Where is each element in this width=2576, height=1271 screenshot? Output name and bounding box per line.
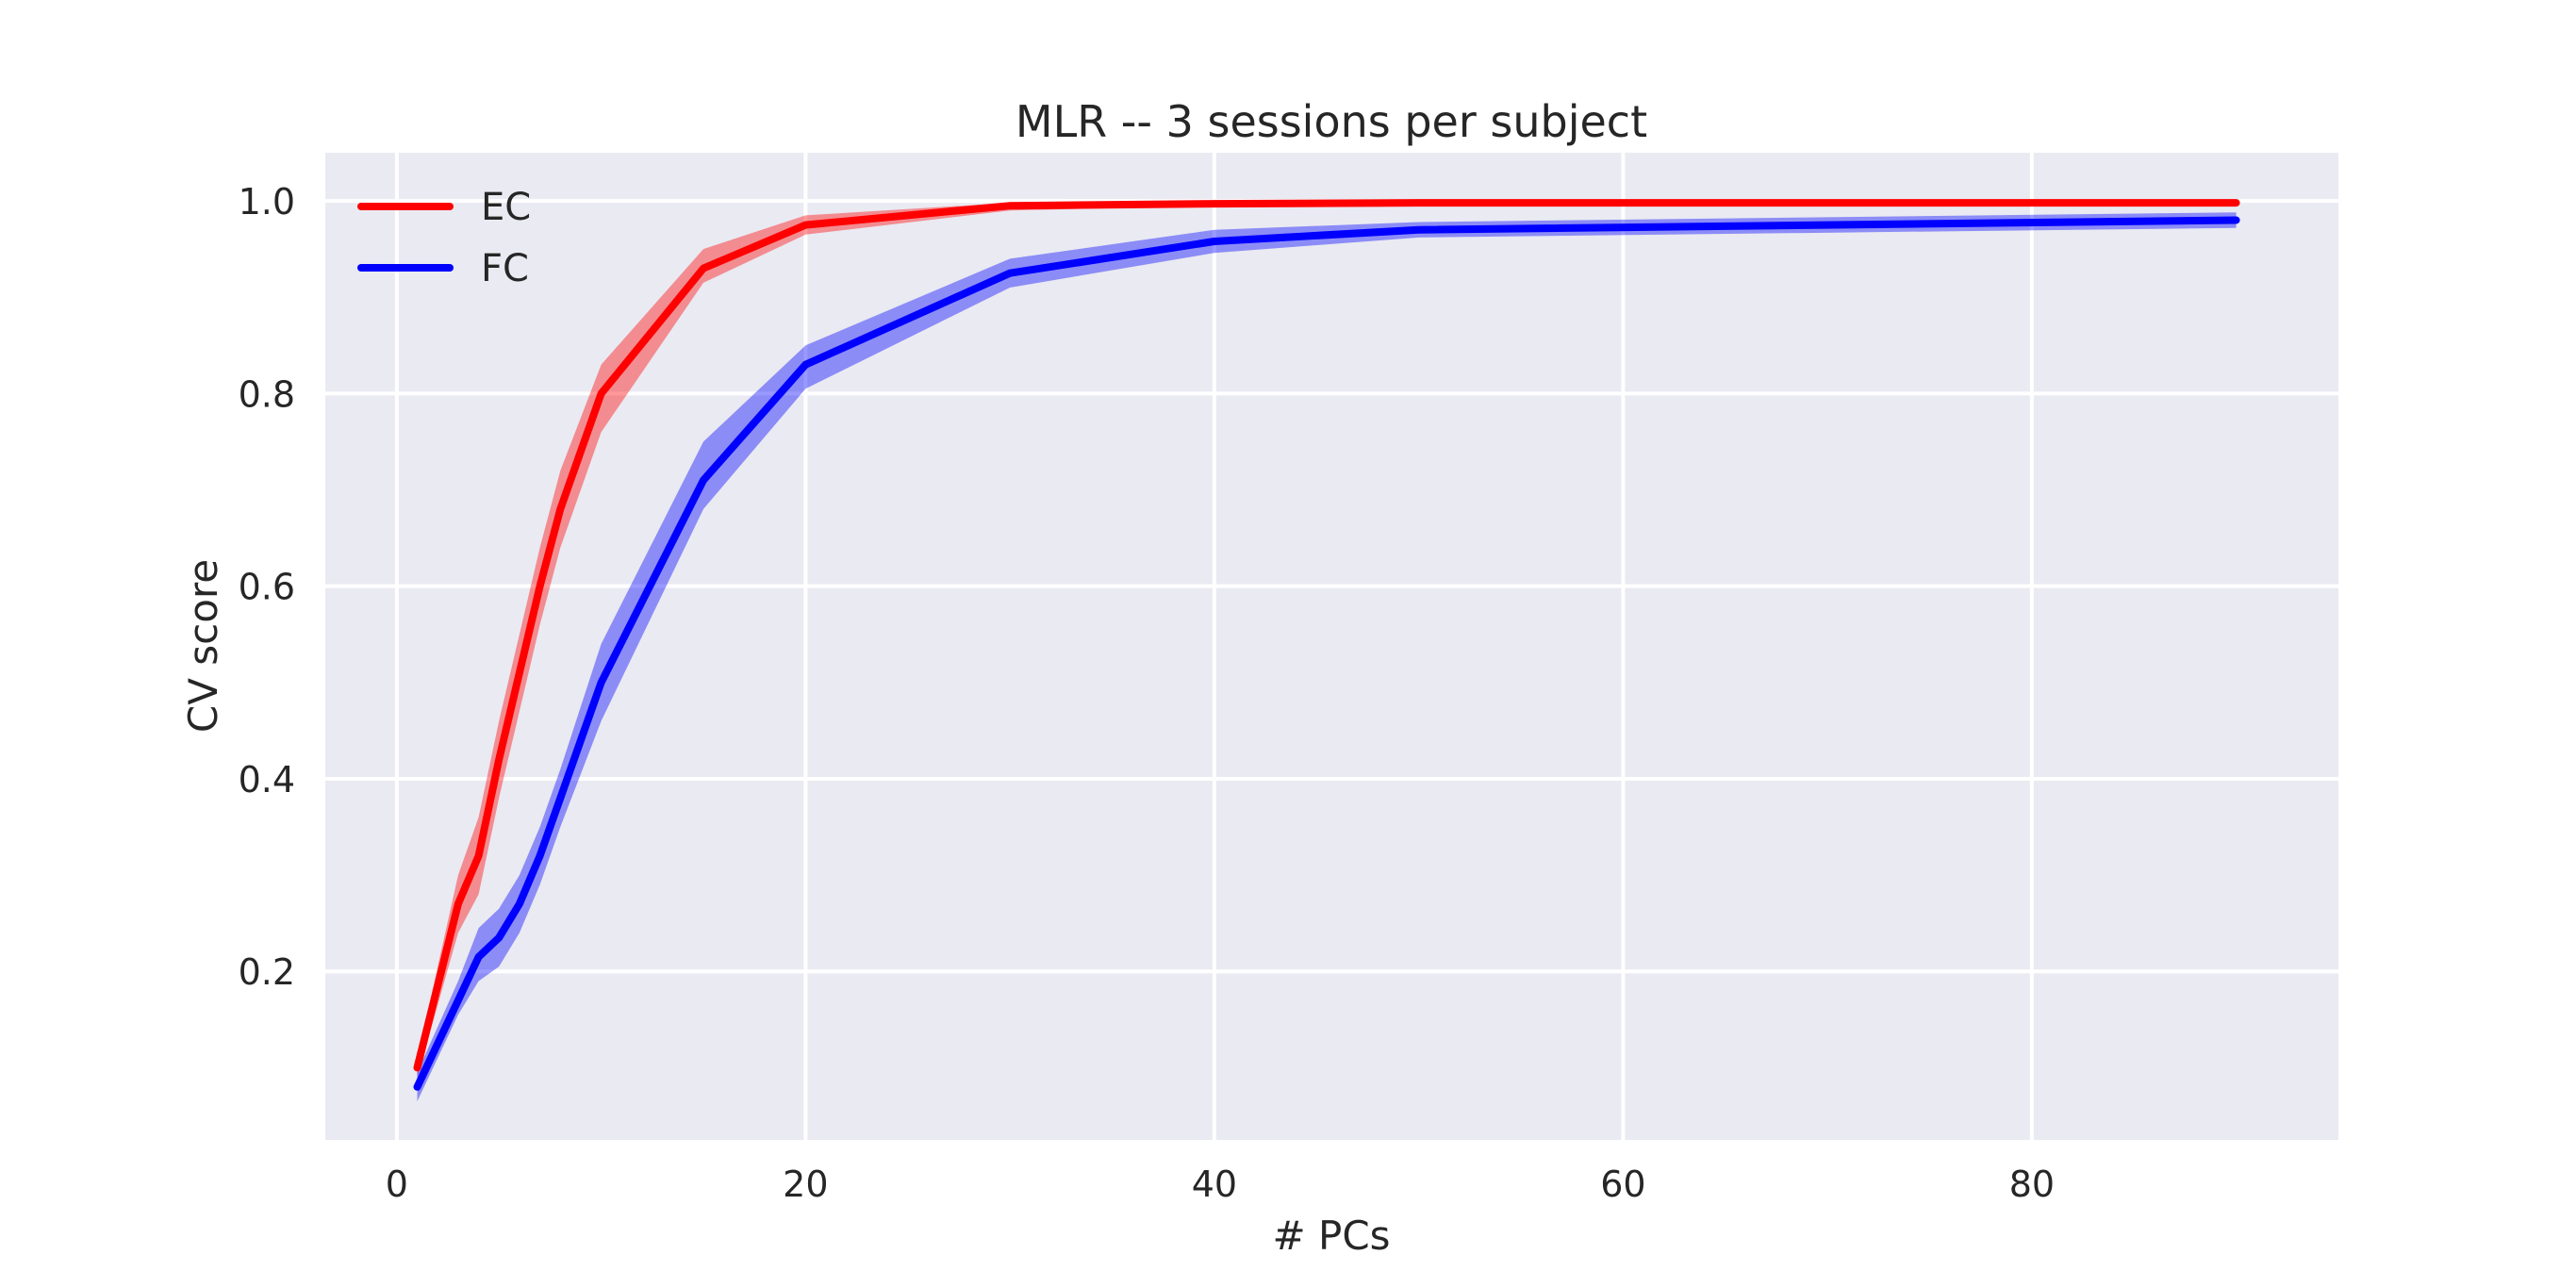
x-tick-labels: 0 20 40 60 80 (386, 1164, 2055, 1205)
legend-label-ec: EC (481, 186, 531, 229)
y-tick-label: 1.0 (239, 181, 295, 223)
x-tick-label: 0 (386, 1164, 408, 1205)
y-tick-label: 0.6 (239, 567, 295, 608)
y-tick-labels: 0.2 0.4 0.6 0.8 1.0 (239, 181, 295, 993)
legend-label-fc: FC (481, 247, 529, 290)
x-tick-label: 20 (783, 1164, 828, 1205)
y-axis-label: CV score (180, 559, 226, 733)
series-line-ec (413, 199, 2240, 1072)
legend: EC FC (357, 186, 531, 290)
y-tick-label: 0.8 (239, 373, 295, 415)
x-tick-label: 60 (1600, 1164, 1645, 1205)
series-line-fc (413, 216, 2240, 1091)
x-tick-label: 80 (2009, 1164, 2055, 1205)
x-tick-label: 40 (1192, 1164, 1237, 1205)
chart-title: MLR -- 3 sessions per subject (1016, 96, 1647, 147)
y-tick-label: 0.4 (239, 759, 295, 801)
x-axis-label: # PCs (1272, 1213, 1390, 1259)
series-lines (413, 199, 2240, 1091)
y-tick-label: 0.2 (239, 951, 295, 993)
